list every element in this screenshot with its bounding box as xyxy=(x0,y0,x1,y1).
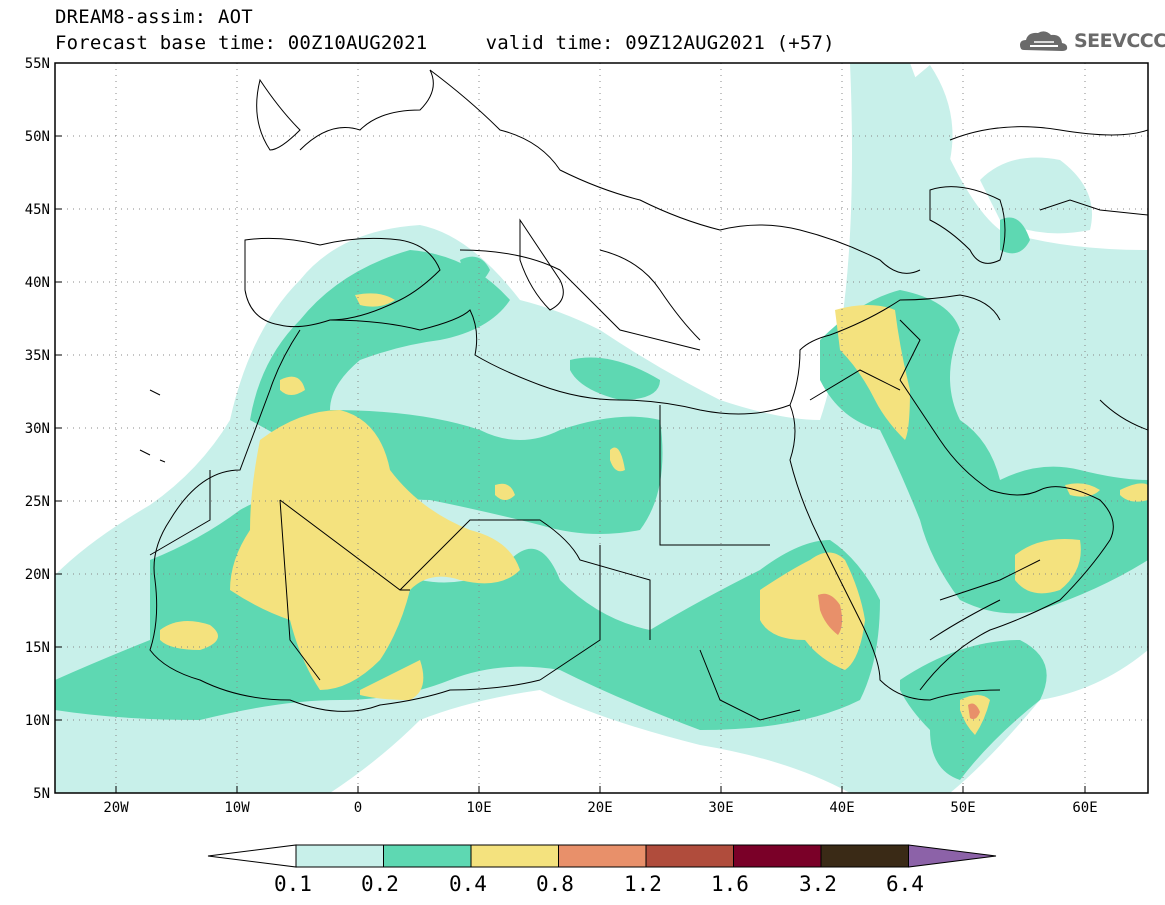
coastlines-borders xyxy=(139,69,1148,721)
lon-label: 0 xyxy=(354,800,362,816)
lon-label: 10W xyxy=(224,800,250,816)
lat-label: 10N xyxy=(25,713,50,729)
colorbar xyxy=(207,844,997,868)
colorbar-label: 0.2 xyxy=(361,872,399,896)
lat-label: 15N xyxy=(25,640,50,656)
lat-label: 55N xyxy=(25,56,50,72)
seevccc-logo-text: SEEVCCC xyxy=(1074,30,1165,52)
lon-label: 20W xyxy=(103,800,129,816)
colorbar-label: 0.8 xyxy=(536,872,574,896)
lat-label: 25N xyxy=(25,494,50,510)
lon-label: 10E xyxy=(466,800,491,816)
lon-label: 20E xyxy=(587,800,612,816)
colorbar-low-arrow xyxy=(207,844,297,868)
lon-label: 50E xyxy=(950,800,975,816)
lat-label: 35N xyxy=(25,348,50,364)
latitude-labels: 55N 50N 45N 40N 35N 30N 25N 20N 15N 10N … xyxy=(25,56,50,802)
colorbar-label: 1.2 xyxy=(624,872,662,896)
colorbar-label: 6.4 xyxy=(886,872,924,896)
colorbar-label: 3.2 xyxy=(799,872,837,896)
longitude-labels: 20W 10W 0 10E 20E 30E 40E 50E 60E xyxy=(103,800,1097,816)
colorbar-swatch xyxy=(558,844,647,868)
lat-label: 5N xyxy=(33,786,50,802)
lon-label: 60E xyxy=(1072,800,1097,816)
aot-level-0.8 xyxy=(818,593,980,720)
map-gridlines xyxy=(55,63,1148,793)
colorbar-swatch xyxy=(383,844,472,868)
colorbar-label: 1.6 xyxy=(711,872,749,896)
map-ticks xyxy=(55,62,1086,793)
lat-label: 30N xyxy=(25,421,50,437)
map-title: DREAM8-assim: AOT xyxy=(55,6,253,28)
aot-level-0.4 xyxy=(160,293,1148,735)
lon-label: 40E xyxy=(829,800,854,816)
forecast-time-line: Forecast base time: 00Z10AUG2021 valid t… xyxy=(55,32,835,54)
lat-label: 50N xyxy=(25,129,50,145)
colorbar-high-arrow xyxy=(908,844,997,868)
lon-label: 30E xyxy=(708,800,733,816)
lat-label: 20N xyxy=(25,567,50,583)
colorbar-label: 0.1 xyxy=(274,872,312,896)
seevccc-logo-cloud-icon xyxy=(1020,31,1068,51)
colorbar-swatch xyxy=(645,844,734,868)
colorbar-swatch xyxy=(733,844,822,868)
colorbar-swatch xyxy=(295,844,384,868)
colorbar-label: 0.4 xyxy=(449,872,487,896)
colorbar-swatch xyxy=(820,844,909,868)
lat-label: 40N xyxy=(25,275,50,291)
colorbar-swatch xyxy=(470,844,559,868)
lat-label: 45N xyxy=(25,202,50,218)
